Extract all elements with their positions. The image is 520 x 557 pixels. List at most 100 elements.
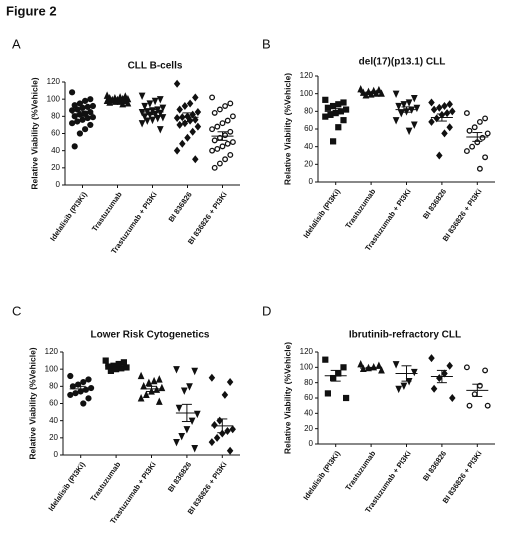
point xyxy=(173,439,180,447)
point xyxy=(214,145,221,152)
point xyxy=(89,102,97,110)
point xyxy=(322,356,329,363)
point xyxy=(375,361,383,369)
point xyxy=(395,102,403,111)
point xyxy=(184,133,191,142)
point xyxy=(441,369,448,378)
x-tick-label: BI 836826 + PI3Ki xyxy=(186,460,229,516)
point xyxy=(181,119,189,128)
point xyxy=(71,113,78,120)
point xyxy=(224,117,231,124)
point xyxy=(173,146,181,155)
point xyxy=(159,114,167,122)
point xyxy=(106,98,114,106)
point xyxy=(153,385,161,393)
point xyxy=(441,129,448,138)
point xyxy=(211,164,218,171)
point xyxy=(192,93,199,102)
point xyxy=(192,115,199,124)
point xyxy=(216,160,223,167)
point xyxy=(482,154,489,161)
point xyxy=(67,391,74,399)
point xyxy=(395,385,403,394)
point xyxy=(219,143,226,150)
y-tick-label: 60 xyxy=(49,399,58,408)
x-tick-label: BI 836826 xyxy=(167,190,194,224)
x-tick-label: Idelalisib (PI3Ki) xyxy=(301,449,342,502)
point xyxy=(449,394,456,402)
point xyxy=(330,102,337,110)
point xyxy=(194,108,202,117)
point xyxy=(141,113,149,121)
point xyxy=(155,397,163,405)
point xyxy=(367,90,375,98)
point xyxy=(436,151,443,160)
y-tick-label: 0 xyxy=(54,450,59,459)
x-tick-label: BI 836826 xyxy=(421,449,448,483)
point xyxy=(476,118,483,125)
point xyxy=(208,438,216,447)
point xyxy=(410,94,418,103)
point xyxy=(82,126,89,133)
point xyxy=(145,378,153,386)
point xyxy=(214,123,221,130)
point xyxy=(449,107,456,116)
point xyxy=(80,400,87,407)
chart-title: Lower Risk Cytogenetics xyxy=(91,330,210,341)
point xyxy=(446,123,453,132)
point xyxy=(410,368,418,377)
point xyxy=(324,104,331,111)
point xyxy=(137,394,145,402)
point xyxy=(87,121,94,129)
point xyxy=(211,420,218,429)
point xyxy=(340,117,347,124)
point xyxy=(89,114,97,121)
point xyxy=(211,137,218,144)
point xyxy=(222,132,229,139)
point xyxy=(151,97,159,106)
point xyxy=(189,127,196,136)
y-tick-label: 80 xyxy=(304,106,313,115)
point xyxy=(392,117,400,125)
point xyxy=(229,139,236,146)
y-tick-label: 20 xyxy=(49,433,58,442)
point xyxy=(80,378,87,386)
point xyxy=(186,116,194,125)
panel-label: C xyxy=(12,303,21,318)
point xyxy=(222,156,229,163)
point xyxy=(149,116,156,125)
point xyxy=(335,101,342,108)
point xyxy=(141,102,149,111)
point xyxy=(181,102,189,111)
point xyxy=(156,96,164,104)
point xyxy=(151,110,159,119)
point xyxy=(79,116,86,123)
point xyxy=(76,130,84,137)
point xyxy=(175,404,183,413)
y-tick-label: 80 xyxy=(49,381,58,390)
point xyxy=(183,426,191,434)
chart-title: Ibrutinib-refractory CLL xyxy=(349,330,461,341)
point xyxy=(88,384,95,392)
point xyxy=(222,103,229,109)
point xyxy=(413,104,421,113)
y-tick-label: 0 xyxy=(309,177,314,186)
point xyxy=(120,359,128,366)
point xyxy=(71,102,78,109)
y-tick-label: 100 xyxy=(300,89,314,98)
x-tick-label: BI 836826 xyxy=(166,460,193,494)
y-axis-label: Relative Viability (%Vehicle) xyxy=(27,347,37,459)
y-tick-label: 40 xyxy=(304,142,313,151)
point xyxy=(359,364,367,372)
x-tick-label: BI 836826 + PI3Ki xyxy=(441,449,484,505)
point xyxy=(84,103,91,110)
point xyxy=(191,367,199,376)
panel-label: B xyxy=(262,36,271,51)
x-tick-label: BI 836826 + PI3Ki xyxy=(186,190,229,246)
point xyxy=(180,387,188,395)
point xyxy=(362,91,370,99)
point xyxy=(76,100,84,107)
point xyxy=(446,100,453,109)
point xyxy=(82,97,89,104)
point xyxy=(340,99,347,106)
